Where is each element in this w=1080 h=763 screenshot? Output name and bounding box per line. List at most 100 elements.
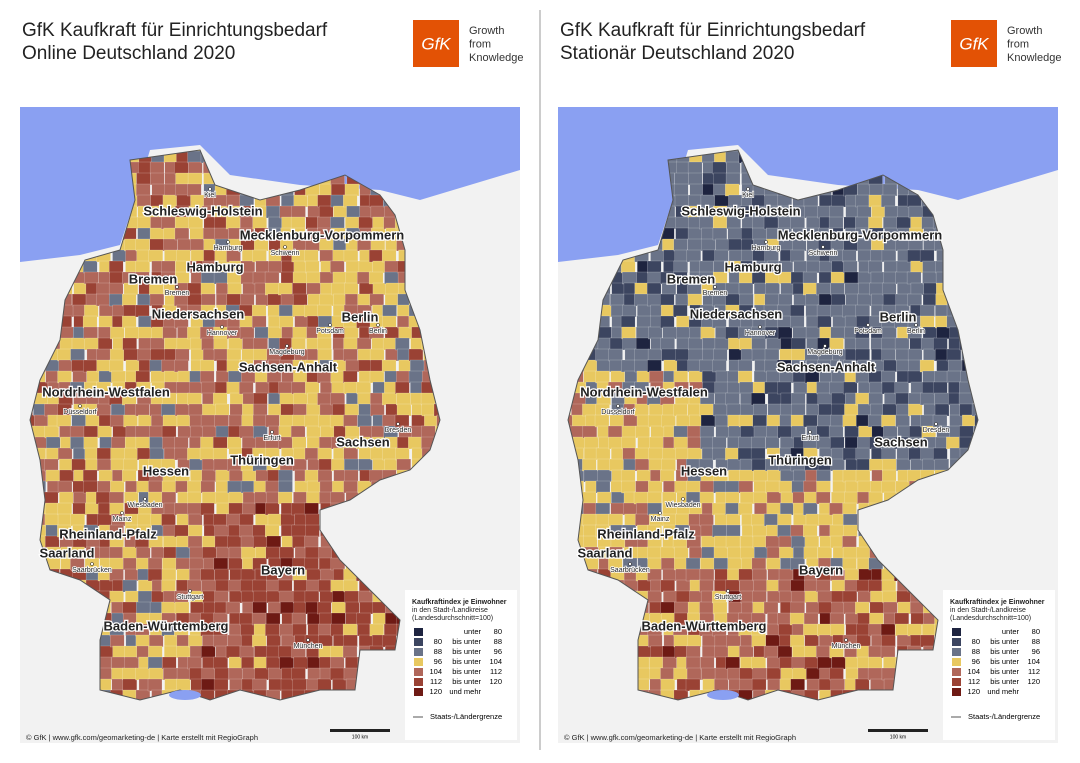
city-label: Dresden bbox=[923, 427, 950, 434]
district bbox=[610, 502, 625, 516]
district bbox=[685, 557, 701, 571]
district bbox=[306, 282, 321, 296]
district bbox=[842, 447, 858, 461]
district bbox=[212, 447, 228, 461]
district bbox=[868, 623, 883, 637]
district bbox=[922, 271, 937, 285]
panel: GfK Kaufkraft für EinrichtungsbedarfStat… bbox=[558, 20, 1061, 743]
district bbox=[291, 502, 306, 516]
district bbox=[790, 524, 805, 538]
city-dot bbox=[188, 589, 192, 593]
district bbox=[305, 381, 320, 395]
district bbox=[344, 293, 360, 307]
district bbox=[700, 414, 716, 428]
district bbox=[688, 348, 703, 362]
district bbox=[674, 249, 689, 263]
district bbox=[369, 249, 384, 263]
district bbox=[856, 546, 871, 560]
district bbox=[674, 172, 689, 186]
city-dot bbox=[616, 404, 620, 408]
district bbox=[200, 502, 215, 516]
legend-text: bis unter bbox=[990, 647, 1019, 656]
district bbox=[857, 612, 872, 626]
district bbox=[253, 392, 268, 406]
district bbox=[842, 304, 857, 318]
district bbox=[59, 469, 74, 483]
district bbox=[725, 183, 740, 197]
district bbox=[344, 590, 359, 604]
district bbox=[621, 436, 636, 450]
legend-box bbox=[943, 590, 1055, 740]
district bbox=[137, 414, 153, 428]
district bbox=[906, 271, 922, 285]
district bbox=[857, 403, 873, 417]
district bbox=[148, 645, 163, 659]
district bbox=[228, 337, 243, 351]
district bbox=[318, 205, 334, 219]
district bbox=[149, 161, 165, 175]
district bbox=[713, 348, 728, 362]
district bbox=[46, 436, 61, 450]
district bbox=[739, 469, 754, 483]
district bbox=[726, 381, 742, 395]
district bbox=[320, 425, 335, 439]
district bbox=[882, 590, 897, 604]
district bbox=[725, 502, 740, 516]
district bbox=[881, 579, 896, 593]
state-label: Baden-Württemberg bbox=[104, 618, 229, 633]
district bbox=[766, 656, 782, 670]
legend-swatch bbox=[414, 658, 423, 666]
district bbox=[673, 634, 689, 648]
district bbox=[187, 326, 202, 340]
legend-from: 120 bbox=[429, 687, 442, 696]
district bbox=[57, 447, 73, 461]
panel: GfK Kaufkraft für EinrichtungsbedarfOnli… bbox=[20, 20, 523, 743]
district bbox=[137, 216, 152, 230]
district bbox=[934, 392, 949, 406]
district bbox=[408, 348, 424, 362]
district bbox=[122, 601, 137, 615]
district bbox=[213, 348, 229, 362]
district bbox=[857, 271, 873, 285]
district bbox=[109, 590, 124, 604]
district bbox=[907, 623, 922, 637]
district bbox=[725, 293, 740, 307]
district bbox=[98, 315, 113, 329]
district bbox=[85, 414, 100, 428]
district bbox=[343, 249, 359, 263]
district bbox=[857, 590, 872, 604]
district bbox=[304, 469, 320, 483]
district bbox=[881, 348, 896, 362]
district bbox=[83, 326, 98, 340]
district bbox=[751, 557, 767, 571]
district bbox=[766, 667, 782, 681]
district bbox=[292, 436, 307, 450]
district bbox=[818, 293, 834, 307]
district bbox=[778, 568, 794, 582]
district bbox=[648, 326, 663, 340]
city-label: Mainz bbox=[651, 516, 670, 523]
district bbox=[345, 601, 360, 615]
district bbox=[804, 656, 819, 670]
district bbox=[343, 348, 358, 362]
district bbox=[240, 293, 255, 307]
district bbox=[597, 458, 612, 472]
district bbox=[59, 491, 74, 505]
city-label: Hannover bbox=[207, 330, 238, 337]
legend-to: 80 bbox=[1032, 627, 1040, 636]
title: Online Deutschland 2020 bbox=[22, 43, 235, 64]
district bbox=[293, 293, 308, 307]
district bbox=[726, 524, 741, 538]
district bbox=[358, 260, 374, 274]
district bbox=[804, 590, 820, 604]
district bbox=[791, 403, 806, 417]
district bbox=[83, 359, 98, 373]
district bbox=[803, 623, 818, 637]
district bbox=[254, 326, 269, 340]
district bbox=[881, 634, 896, 648]
district bbox=[830, 623, 845, 637]
district bbox=[265, 623, 280, 637]
district bbox=[712, 216, 728, 230]
city-label: Magdeburg bbox=[269, 349, 305, 356]
district bbox=[190, 238, 205, 252]
